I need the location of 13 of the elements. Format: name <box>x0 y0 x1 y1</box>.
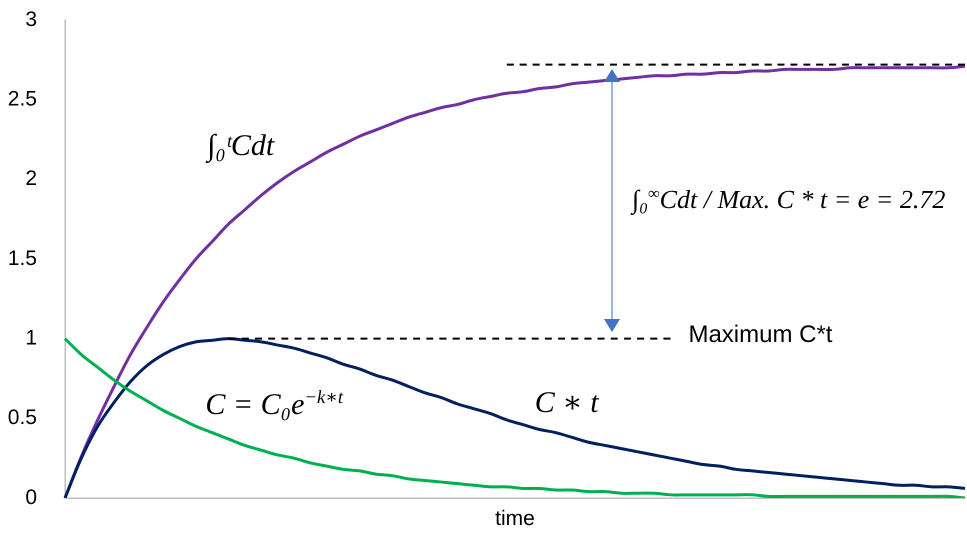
x-axis-title: time <box>495 507 535 530</box>
y-tick-label: 1 <box>25 326 37 350</box>
y-tick-label: 0 <box>25 486 37 509</box>
y-tick-label: 1.5 <box>8 246 37 270</box>
series-label: C ∗ t <box>534 386 599 420</box>
y-tick-label: 2.5 <box>8 87 37 110</box>
y-tick-label: 2 <box>25 167 37 190</box>
series-label: Maximum C*t <box>688 320 832 348</box>
annotation: ∫₀$^{∞}$Cdt / Max. C * t = e = 2.72 <box>632 184 946 214</box>
y-tick-label: 3 <box>25 8 37 31</box>
series-label: C = C₀e$^{−k∗t}$ <box>205 387 344 422</box>
y-tick-label: 0.5 <box>8 406 37 430</box>
series-label: ∫₀ᵗCdt <box>207 128 274 162</box>
